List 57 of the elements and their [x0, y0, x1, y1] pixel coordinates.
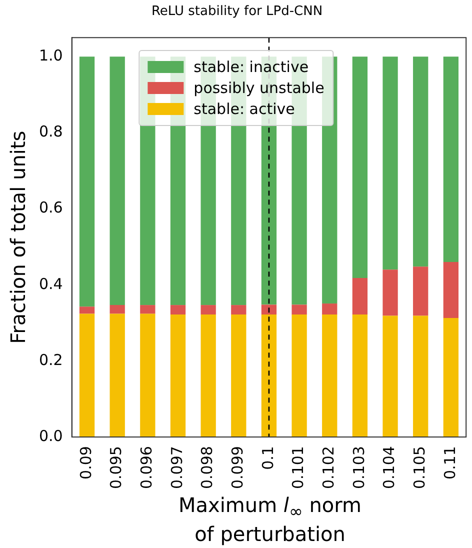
legend-label: stable: active — [194, 100, 295, 118]
x-tick-label: 0.105 — [410, 446, 428, 490]
bar — [200, 305, 216, 315]
x-tick-label: 0.11 — [440, 446, 459, 480]
bar — [443, 56, 459, 262]
bar — [231, 305, 246, 315]
x-tick-label: 0.097 — [168, 446, 186, 490]
bar — [352, 314, 368, 438]
bar — [261, 314, 277, 438]
x-tick-label: 0.101 — [289, 446, 308, 490]
bar — [261, 304, 277, 315]
x-tick-label: 0.103 — [350, 446, 368, 490]
y-tick-label: 0.0 — [38, 426, 63, 445]
bar — [110, 314, 125, 438]
x-tick-label: 0.098 — [198, 446, 216, 490]
x-tick-label: 0.1 — [258, 446, 277, 470]
bar — [413, 316, 428, 438]
bar — [413, 266, 428, 316]
bar — [292, 304, 307, 315]
x-tick-label: 0.099 — [228, 446, 247, 490]
bar — [382, 270, 398, 316]
y-tick-label: 0.6 — [38, 198, 63, 217]
bar — [79, 306, 95, 314]
bar — [140, 314, 156, 438]
bar — [200, 314, 216, 438]
y-tick-label: 1.0 — [38, 46, 63, 65]
y-tick-label: 0.2 — [38, 350, 63, 369]
bar — [352, 278, 368, 315]
bar — [79, 314, 95, 438]
legend-label: stable: inactive — [194, 58, 309, 76]
x-axis-title: Maximum l$_{∞}$ norm of perturbation — [178, 493, 362, 546]
y-axis-title: Fraction of total units — [6, 130, 30, 344]
bar — [231, 314, 246, 438]
bar — [140, 305, 156, 314]
bar — [110, 305, 125, 314]
bar — [352, 56, 368, 278]
x-tick-label: 0.102 — [320, 446, 338, 490]
x-tick-label: 0.104 — [380, 446, 398, 490]
bar — [322, 304, 338, 315]
bar — [79, 56, 95, 307]
bar — [110, 56, 125, 306]
bar — [382, 316, 398, 438]
x-tick-label: 0.09 — [76, 446, 95, 480]
bar — [413, 56, 428, 267]
y-tick-label: 0.4 — [38, 274, 63, 293]
x-tick-label: 0.095 — [107, 446, 126, 490]
bar — [443, 318, 459, 438]
bar — [443, 262, 459, 318]
y-tick-label: 0.8 — [38, 122, 63, 141]
bar — [382, 56, 398, 270]
bar — [322, 314, 338, 438]
bar — [170, 314, 186, 438]
legend-label: possibly unstable — [194, 79, 324, 97]
bar — [170, 305, 186, 315]
chart-title: ReLU stability for LPd-CNN — [151, 4, 323, 20]
x-tick-label: 0.096 — [138, 446, 156, 490]
bar — [292, 314, 307, 438]
